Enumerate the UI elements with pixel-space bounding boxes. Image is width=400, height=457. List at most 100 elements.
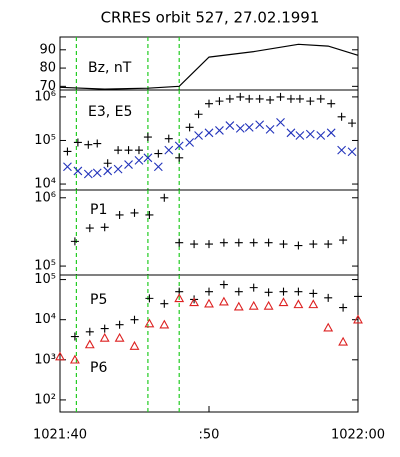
- data-line: [59, 43, 359, 90]
- data-point: [309, 289, 318, 298]
- data-point: [55, 351, 65, 361]
- data-point: [234, 287, 243, 296]
- data-point: [305, 129, 315, 139]
- y-tick-label: 10⁵: [34, 259, 56, 274]
- data-point: [92, 168, 102, 178]
- data-point: [337, 112, 346, 121]
- data-point: [143, 153, 153, 163]
- x-tick-label: :50: [199, 428, 220, 443]
- data-point: [218, 296, 229, 306]
- y-tick-label: 80: [39, 61, 56, 76]
- x-tick-label: 1021:40: [33, 428, 87, 443]
- data-point: [124, 160, 133, 169]
- data-point: [93, 139, 102, 148]
- data-point: [339, 303, 348, 312]
- data-point: [143, 133, 152, 142]
- data-point: [205, 99, 213, 108]
- data-point: [306, 97, 315, 106]
- data-point: [327, 99, 336, 108]
- data-point: [265, 124, 275, 134]
- panel-label: E3, E5: [88, 104, 132, 120]
- data-point: [324, 293, 333, 302]
- data-point: [85, 224, 94, 233]
- data-point: [323, 322, 334, 332]
- data-point: [194, 110, 203, 119]
- x-tick-label: 1022:00: [331, 428, 385, 443]
- data-point: [279, 240, 288, 249]
- data-point: [144, 318, 155, 328]
- data-point: [294, 241, 303, 250]
- data-point: [70, 332, 79, 341]
- data-point: [276, 92, 285, 101]
- data-point: [190, 240, 199, 249]
- data-point: [354, 292, 362, 301]
- data-point: [204, 298, 214, 308]
- data-point: [103, 166, 113, 176]
- data-point: [264, 288, 273, 297]
- data-point: [353, 314, 363, 324]
- data-point: [205, 240, 213, 249]
- data-point: [100, 223, 109, 232]
- data-point: [255, 94, 264, 103]
- data-point: [115, 320, 124, 329]
- data-point: [130, 208, 139, 217]
- data-point: [249, 283, 258, 292]
- data-point: [129, 340, 140, 350]
- data-point: [316, 131, 326, 140]
- data-point: [174, 293, 185, 303]
- data-point: [326, 128, 336, 138]
- data-point: [70, 237, 79, 246]
- data-point: [154, 149, 163, 158]
- data-point: [160, 193, 169, 202]
- data-point: [255, 120, 265, 130]
- data-point: [294, 287, 303, 296]
- data-point: [205, 287, 213, 296]
- y-tick-label: 10²: [34, 392, 56, 407]
- data-point: [235, 123, 245, 133]
- y-tick-label: 10⁴: [34, 177, 56, 192]
- data-point: [308, 299, 319, 309]
- data-point: [145, 210, 154, 219]
- data-point: [159, 319, 170, 329]
- data-point: [204, 128, 214, 138]
- data-point: [114, 332, 125, 342]
- data-point: [244, 122, 254, 132]
- data-point: [114, 146, 123, 155]
- data-point: [134, 146, 143, 155]
- data-point: [84, 339, 95, 349]
- y-tick-label: 10⁴: [34, 312, 56, 327]
- data-point: [115, 210, 124, 219]
- series-label: P5: [90, 292, 107, 308]
- data-point: [215, 126, 224, 135]
- series-label: P6: [90, 360, 107, 376]
- data-point: [63, 147, 72, 156]
- data-point: [189, 297, 200, 307]
- data-point: [248, 300, 259, 310]
- data-point: [264, 238, 273, 247]
- data-point: [174, 141, 184, 151]
- data-point: [85, 327, 94, 336]
- y-tick-label: 10⁵: [34, 272, 56, 287]
- data-point: [279, 287, 288, 296]
- data-point: [164, 134, 173, 143]
- y-tick-label: 70: [39, 79, 56, 94]
- data-point: [234, 238, 243, 247]
- data-point: [134, 155, 144, 165]
- data-point: [338, 336, 349, 346]
- data-point: [276, 118, 285, 127]
- data-point: [99, 332, 110, 342]
- data-point: [175, 238, 184, 247]
- data-point: [73, 138, 82, 147]
- data-point: [73, 166, 83, 176]
- data-point: [337, 145, 346, 155]
- y-tick-label: 90: [39, 42, 56, 57]
- data-point: [236, 92, 245, 101]
- data-point: [63, 162, 72, 172]
- data-point: [175, 153, 184, 162]
- data-point: [130, 315, 139, 324]
- data-point: [83, 169, 93, 179]
- data-point: [295, 94, 304, 103]
- data-point: [145, 294, 154, 303]
- data-point: [293, 299, 304, 309]
- panel-label: Bz, nT: [88, 60, 132, 76]
